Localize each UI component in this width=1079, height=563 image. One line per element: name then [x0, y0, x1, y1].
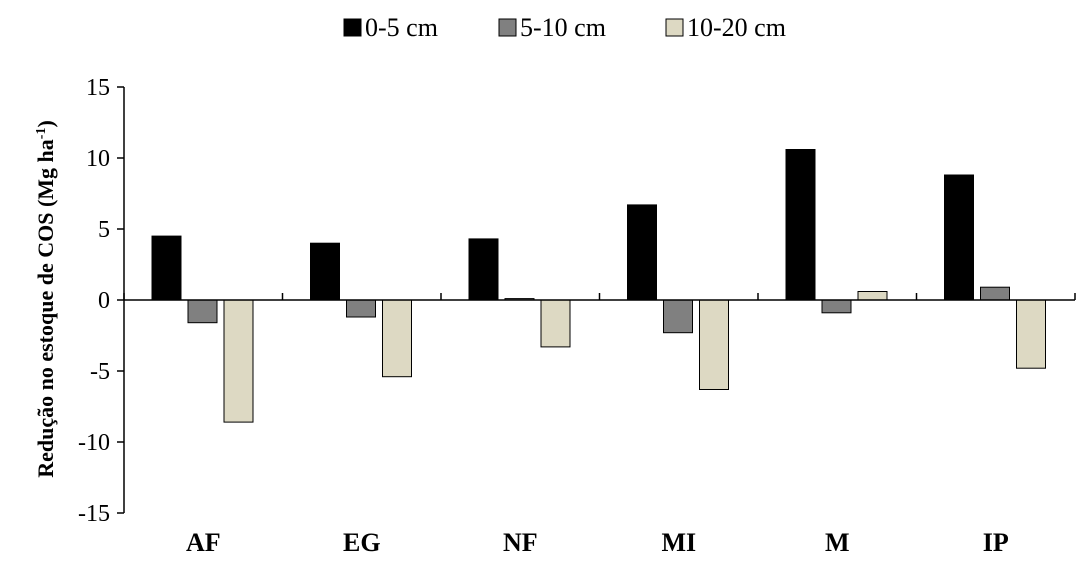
bars — [151, 149, 1046, 423]
bar-mi-0-5cm — [627, 204, 657, 301]
y-tick-label: -10 — [78, 430, 110, 456]
bar-ip-5-10cm — [980, 286, 1010, 301]
category-label: EG — [343, 528, 381, 557]
bar-eg-0-5cm — [310, 242, 340, 301]
y-tick-label: 10 — [86, 146, 110, 172]
bar-mi-5-10cm — [663, 299, 693, 334]
bar-af-10-20cm — [223, 299, 254, 423]
bar-mi-10-20cm — [699, 299, 729, 390]
bar-ip-0-5cm — [944, 174, 974, 301]
bar-m-5-10cm — [821, 299, 852, 314]
legend-swatch-10-20cm — [665, 18, 684, 37]
bar-m-0-5cm — [785, 149, 816, 301]
category-label: M — [825, 528, 850, 557]
bar-ip-10-20cm — [1016, 299, 1046, 369]
legend-swatch-5-10cm — [498, 18, 517, 37]
category-labels: AF EG NF MI M IP — [186, 528, 1009, 557]
category-label: NF — [503, 528, 538, 557]
bar-nf-0-5cm — [468, 238, 499, 301]
y-tick-label: 0 — [98, 288, 110, 314]
y-tick-label: -5 — [90, 359, 110, 385]
bar-m-10-20cm — [857, 291, 888, 301]
y-tick-label: 15 — [86, 75, 110, 101]
bar-eg-10-20cm — [382, 299, 412, 378]
y-tick-label: 5 — [98, 217, 110, 243]
category-label: IP — [983, 528, 1009, 557]
legend-label-5-10cm: 5-10 cm — [520, 13, 606, 42]
bar-af-5-10cm — [187, 299, 218, 324]
y-axis: -15 -10 -5 0 5 10 15 — [78, 75, 125, 527]
category-label: MI — [661, 528, 696, 557]
y-tick-label: -15 — [78, 501, 110, 527]
legend-label-10-20cm: 10-20 cm — [687, 13, 786, 42]
bar-nf-10-20cm — [540, 299, 571, 348]
legend-label-0-5cm: 0-5 cm — [365, 13, 438, 42]
category-label: AF — [186, 528, 221, 557]
y-axis-label: Redução no estoque de COS (Mg ha-1) — [33, 120, 58, 478]
legend: 0-5 cm 5-10 cm 10-20 cm — [343, 13, 786, 42]
legend-swatch-0-5cm — [343, 18, 362, 37]
bar-af-0-5cm — [151, 235, 182, 301]
x-axis — [123, 293, 1076, 301]
bar-eg-5-10cm — [346, 299, 376, 318]
